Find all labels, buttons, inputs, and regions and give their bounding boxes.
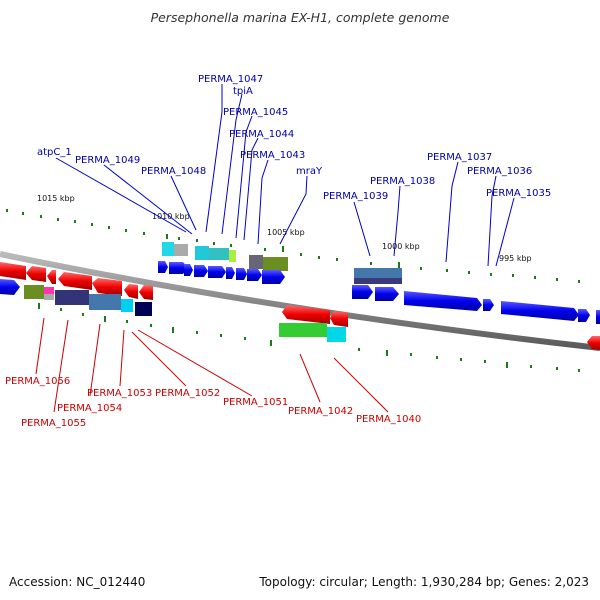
forward-genes [0,261,600,324]
gene-label: PERMA_1051 [223,397,288,408]
tick-label: 1000 kbp [382,242,420,251]
accession-text: Accession: NC_012440 [9,575,146,589]
reverse-leader-lines [35,317,389,413]
gene-label: PERMA_1048 [141,166,206,177]
reverse-genes [0,262,600,350]
gene-label: PERMA_1040 [356,414,421,425]
gene-label: PERMA_1038 [370,176,435,187]
reverse-gene-labels: PERMA_1056 PERMA_1053 PERMA_1052 PERMA_1… [5,376,421,429]
forward-feature-bars [162,242,402,284]
reverse-feature-bars [24,285,346,342]
gene-label: PERMA_1055 [21,418,86,429]
outer-tick-row [6,209,580,283]
gene-label: PERMA_1044 [229,129,294,140]
tick-label: 1015 kbp [37,194,75,203]
inner-tick-row [38,303,580,372]
tick-label: 995 kbp [499,254,532,263]
gene-label: PERMA_1049 [75,155,140,166]
gene-label: PERMA_1035 [486,188,551,199]
gene-label: PERMA_1053 [87,388,152,399]
gene-label: PERMA_1043 [240,150,305,161]
gene-label: PERMA_1042 [288,406,353,417]
tick-label: 1010 kbp [152,212,190,221]
gene-label: atpC_1 [37,147,72,158]
gene-label: PERMA_1045 [223,107,288,118]
gene-label: PERMA_1052 [155,388,220,399]
gene-label: PERMA_1056 [5,376,70,387]
forward-gene-labels: PERMA_1047 tpiA PERMA_1045 PERMA_1044 at… [37,74,551,202]
gene-label: PERMA_1039 [323,191,388,202]
gene-label: PERMA_1037 [427,152,492,163]
map-title: Persephonella marina EX-H1, complete gen… [150,10,450,25]
gene-label: tpiA [233,86,253,97]
gene-label: PERMA_1036 [467,166,532,177]
gene-label: PERMA_1047 [198,74,263,85]
gene-label: PERMA_1054 [57,403,122,414]
genome-summary: Topology: circular; Length: 1,930,284 bp… [259,575,589,589]
forward-leader-lines [55,84,515,267]
gene-label: mraY [296,166,323,177]
